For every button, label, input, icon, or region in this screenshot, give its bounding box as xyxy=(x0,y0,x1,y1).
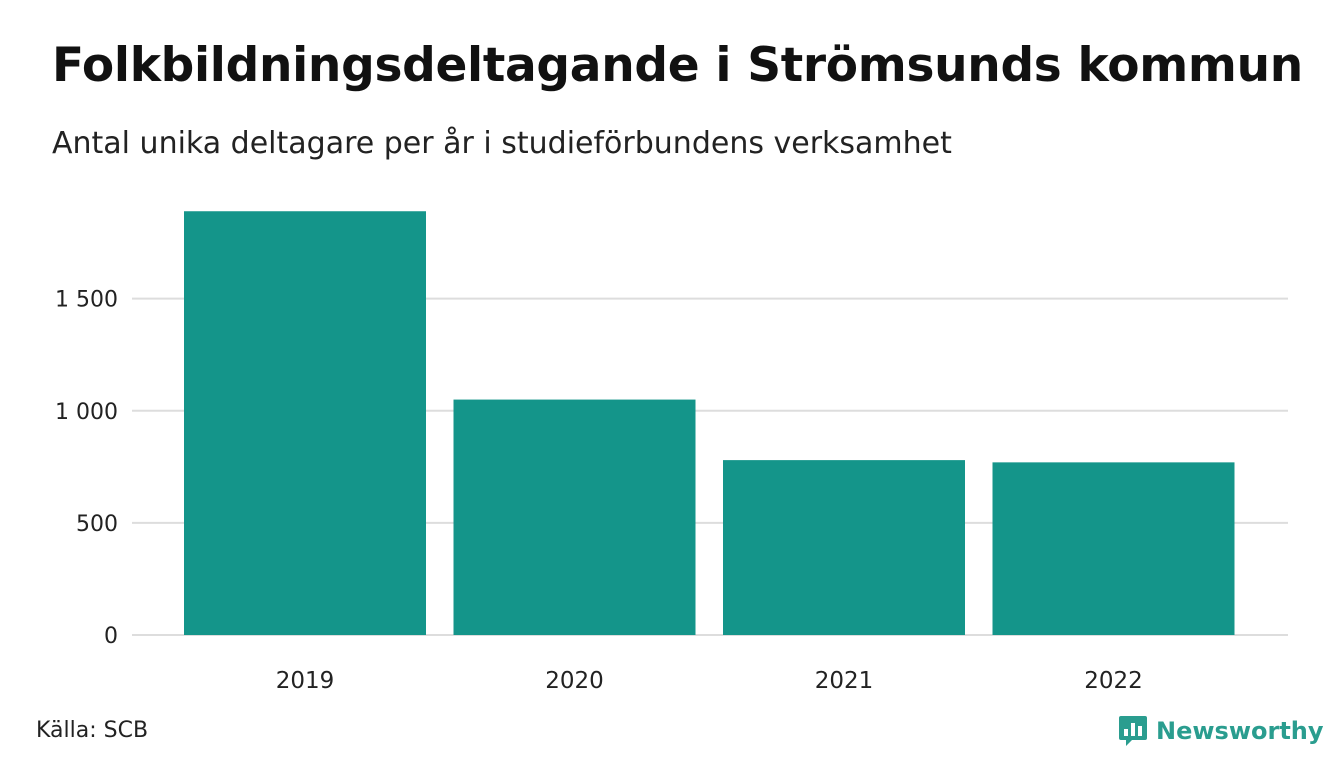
chart-title: Folkbildningsdeltagande i Strömsunds kom… xyxy=(52,38,1303,93)
y-tick-label: 500 xyxy=(76,512,118,537)
bar-2019 xyxy=(184,211,426,635)
bar-2020 xyxy=(453,399,696,635)
chart-subtitle: Antal unika deltagare per år i studieför… xyxy=(52,126,952,161)
brand-logo: Newsworthy xyxy=(1118,714,1324,748)
x-tick-label: 2021 xyxy=(815,668,874,694)
y-tick-label: 1 000 xyxy=(55,400,118,425)
bar-2022 xyxy=(992,462,1235,635)
x-tick-label: 2020 xyxy=(545,668,604,694)
source-note: Källa: SCB xyxy=(36,718,149,743)
bar-2021 xyxy=(723,460,965,635)
y-tick-label: 1 500 xyxy=(55,288,118,313)
brand-name: Newsworthy xyxy=(1156,717,1324,745)
x-tick-label: 2022 xyxy=(1084,668,1143,694)
x-tick-label: 2019 xyxy=(276,668,335,694)
bar-chart-speech-bubble-icon xyxy=(1119,716,1147,746)
y-tick-label: 0 xyxy=(104,624,118,649)
